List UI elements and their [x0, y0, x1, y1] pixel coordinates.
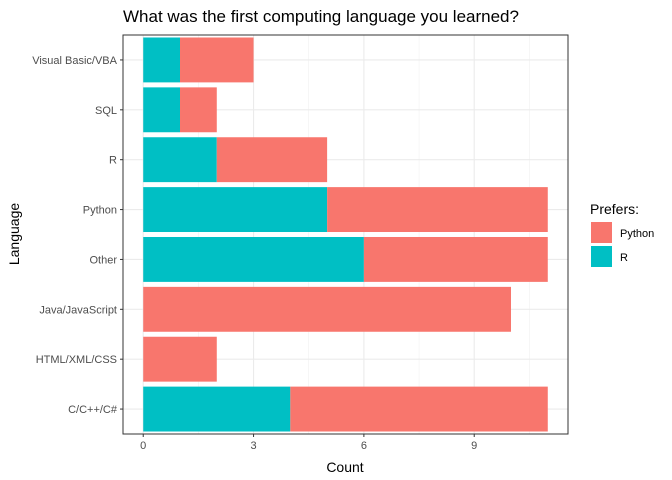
legend-label: R — [620, 252, 628, 264]
y-tick-label: SQL — [95, 105, 117, 117]
x-axis-title: Count — [326, 459, 363, 475]
bar-r-visual-basic-vba — [143, 37, 181, 83]
legend-key-r — [591, 246, 612, 267]
plot-border — [122, 34, 569, 435]
bar-r-c-c-c- — [143, 386, 291, 432]
bar-python-java-javascript — [143, 286, 511, 332]
chart-title: What was the first computing language yo… — [123, 7, 519, 26]
legend-title: Prefers: — [590, 201, 639, 217]
bar-r-r — [143, 137, 217, 183]
y-tick-label: Visual Basic/VBA — [32, 55, 117, 67]
bars — [143, 37, 548, 432]
y-axis-ticks: C/C++/C# HTML/XML/CSS Java/JavaScript Other… — [32, 55, 123, 416]
bar-python-visual-basic-vba — [180, 37, 254, 83]
y-tick-label: HTML/XML/CSS — [36, 354, 117, 366]
y-tick-label: C/C++/C# — [68, 404, 118, 416]
bar-python-other — [363, 236, 548, 282]
bar-python-r — [216, 137, 328, 183]
y-tick-label: Python — [83, 205, 117, 217]
x-tick-label: 6 — [361, 440, 367, 452]
bar-python-python — [327, 187, 548, 233]
y-axis-title: Language — [6, 203, 22, 266]
x-tick-label: 3 — [250, 440, 256, 452]
y-tick-label: R — [109, 155, 117, 167]
legend: Prefers: Python R — [590, 201, 654, 267]
legend-entries: Python R — [591, 222, 654, 267]
bar-python-sql — [180, 87, 217, 133]
x-tick-label: 0 — [140, 440, 146, 452]
bar-r-python — [143, 187, 328, 233]
y-tick-label: Other — [89, 254, 117, 266]
x-axis-ticks: 0 3 6 9 — [140, 434, 477, 452]
legend-key-python — [591, 222, 612, 243]
bar-python-html-xml-css — [143, 336, 217, 382]
bar-python-c-c-c- — [290, 386, 548, 432]
y-tick-label: Java/JavaScript — [39, 304, 117, 316]
bar-r-sql — [143, 87, 181, 133]
legend-label: Python — [620, 228, 654, 240]
bar-r-other — [143, 236, 364, 282]
x-tick-label: 9 — [471, 440, 477, 452]
